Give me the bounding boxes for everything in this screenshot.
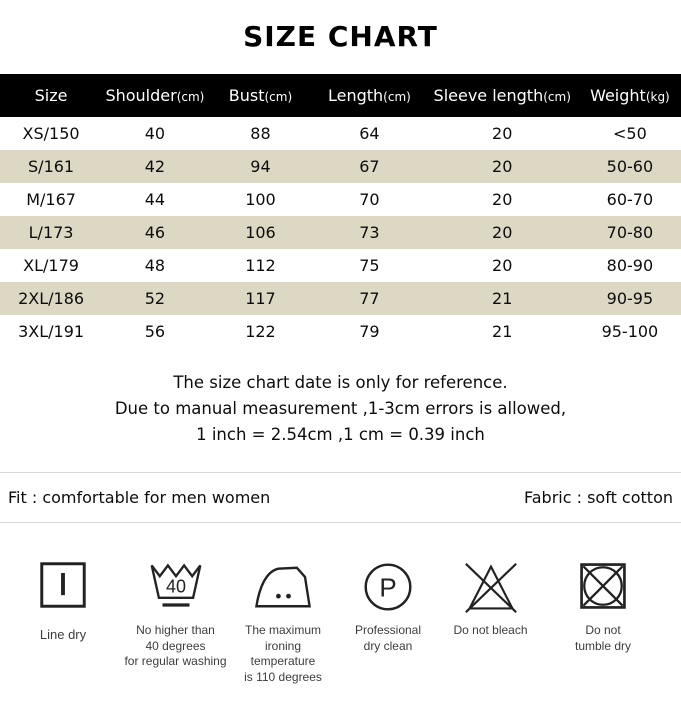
table-row: M/167 44 100 70 20 60-70 — [0, 183, 681, 216]
divider — [0, 472, 681, 473]
cell: 67 — [313, 150, 426, 183]
cell: 94 — [207, 150, 314, 183]
cell: 21 — [425, 282, 579, 315]
care-item-do-not-tumble-dry: Do not tumble dry — [538, 561, 668, 685]
cell: 100 — [245, 190, 276, 209]
size-chart-table: Size Shoulder(cm) Bust(cm) Length(cm) Sl… — [0, 74, 681, 348]
cell: 75 — [359, 256, 380, 275]
line-dry-icon — [39, 561, 87, 613]
cell: 3XL/191 — [18, 322, 85, 341]
cell: 50-60 — [578, 150, 681, 183]
header-shoulder: Shoulder(cm) — [102, 74, 208, 117]
cell: 40 — [144, 124, 166, 143]
cell: 60-70 — [606, 190, 654, 209]
header-size: Size — [0, 74, 103, 117]
cell: 44 — [144, 190, 166, 209]
care-item-do-not-bleach: Do not bleach — [443, 561, 538, 685]
cell: 2XL/186 — [0, 282, 103, 315]
cell: 90-95 — [578, 282, 681, 315]
header-weight: Weight(kg) — [578, 74, 681, 117]
dry-clean-p-icon: P — [362, 561, 414, 613]
svg-text:P: P — [379, 572, 396, 602]
svg-text:40: 40 — [165, 576, 185, 596]
table-row: 3XL/191 56 122 79 21 95-100 — [0, 315, 681, 348]
cell: 70 — [359, 190, 380, 209]
table-row: 2XL/186 52 117 77 21 90-95 — [0, 282, 681, 315]
care-label: The maximum ironing temperature is 110 d… — [244, 623, 322, 684]
cell: M/167 — [26, 190, 76, 209]
care-label: Line dry — [39, 627, 87, 642]
cell: 46 — [102, 216, 208, 249]
fit-fabric-row: Fit : comfortable for men women Fabric :… — [0, 473, 681, 522]
cell: 56 — [144, 322, 166, 341]
cell: 79 — [359, 322, 380, 341]
cell: 64 — [359, 124, 380, 143]
cell: 52 — [102, 282, 208, 315]
care-label: Do not tumble dry — [574, 623, 632, 653]
cell: 20 — [425, 150, 579, 183]
table-row: XS/150 40 88 64 20 <50 — [0, 117, 681, 150]
care-label: Do not bleach — [453, 623, 528, 637]
divider — [0, 522, 681, 523]
cell: 77 — [313, 282, 426, 315]
care-item-line-dry: Line dry — [8, 561, 118, 685]
header-bust: Bust(cm) — [207, 74, 314, 117]
cell: 117 — [207, 282, 314, 315]
care-item-iron: The maximum ironing temperature is 110 d… — [233, 561, 333, 685]
do-not-tumble-dry-icon — [578, 561, 628, 613]
header-sleeve-length: Sleeve length(cm) — [425, 74, 579, 117]
table-header-row: Size Shoulder(cm) Bust(cm) Length(cm) Sl… — [0, 74, 681, 117]
care-label: No higher than 40 degrees for regular wa… — [124, 623, 227, 669]
cell: 20 — [492, 124, 513, 143]
care-item-dry-clean: P Professional dry clean — [333, 561, 443, 685]
table-row: L/173 46 106 73 20 70-80 — [0, 216, 681, 249]
cell: 20 — [492, 190, 513, 209]
fit-text: Fit : comfortable for men women — [8, 488, 271, 507]
cell: 48 — [144, 256, 166, 275]
cell: 42 — [102, 150, 208, 183]
header-length: Length(cm) — [313, 74, 426, 117]
do-not-bleach-icon — [461, 561, 521, 613]
cell: 73 — [313, 216, 426, 249]
cell: <50 — [613, 124, 647, 143]
cell: 80-90 — [606, 256, 654, 275]
cell: L/173 — [0, 216, 103, 249]
care-label: Professional dry clean — [354, 623, 422, 653]
cell: 122 — [245, 322, 276, 341]
reference-notes: The size chart date is only for referenc… — [0, 370, 681, 448]
note-line: The size chart date is only for referenc… — [173, 373, 508, 392]
cell: 70-80 — [578, 216, 681, 249]
cell: 112 — [245, 256, 276, 275]
cell: S/161 — [0, 150, 103, 183]
cell: XS/150 — [22, 124, 80, 143]
cell: XL/179 — [23, 256, 79, 275]
note-line: Due to manual measurement ,1-3cm errors … — [114, 399, 567, 418]
cell: 20 — [425, 216, 579, 249]
table-row: XL/179 48 112 75 20 80-90 — [0, 249, 681, 282]
cell: 95-100 — [601, 322, 659, 341]
care-instructions-row: Line dry 40 No higher than 40 degrees fo… — [0, 561, 681, 685]
fabric-text: Fabric : soft cotton — [524, 488, 673, 507]
cell: 20 — [492, 256, 513, 275]
cell: 106 — [207, 216, 314, 249]
page-title: SIZE CHART — [243, 20, 438, 53]
cell: 21 — [492, 322, 513, 341]
cell: 88 — [250, 124, 271, 143]
wash-40-icon: 40 — [149, 561, 203, 613]
care-item-wash-40: 40 No higher than 40 degrees for regular… — [118, 561, 233, 685]
note-line: 1 inch = 2.54cm ,1 cm = 0.39 inch — [196, 425, 485, 444]
table-row: S/161 42 94 67 20 50-60 — [0, 150, 681, 183]
iron-110-icon — [253, 561, 313, 613]
